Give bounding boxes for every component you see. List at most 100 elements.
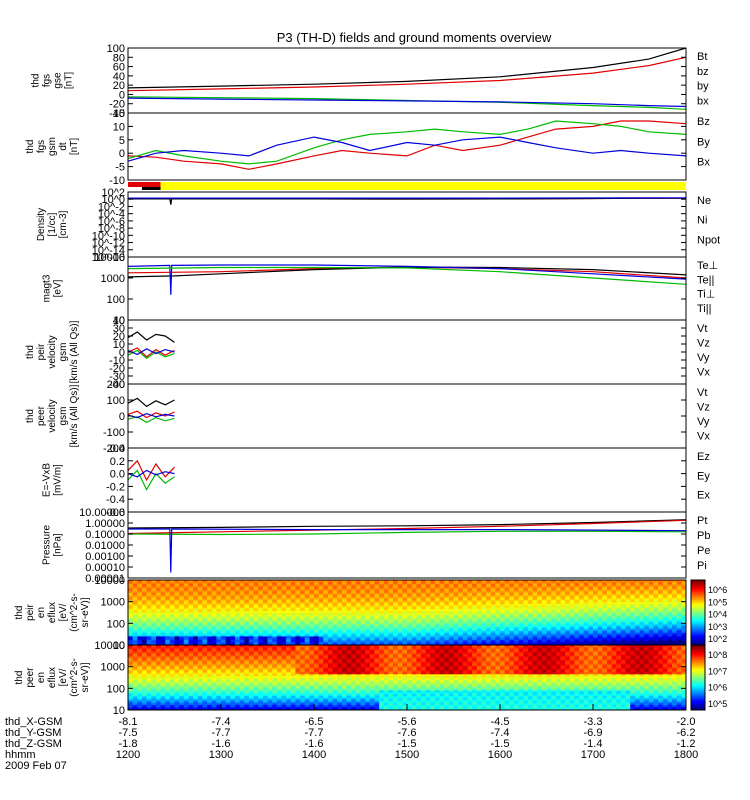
heatmap-cell [304, 581, 310, 585]
heatmap-cell [546, 630, 552, 633]
heatmap-cell [132, 598, 138, 601]
heatmap-cell [332, 581, 338, 585]
heatmap-cell [402, 612, 408, 615]
heatmap-cell [472, 598, 478, 601]
y-axis-label-line: [nPa] [53, 533, 64, 557]
heatmap-cell [597, 587, 603, 590]
y-axis-label-line: peir [36, 343, 47, 360]
heatmap-cell [202, 610, 208, 613]
heatmap-cell [644, 599, 650, 603]
heatmap-cell [448, 594, 454, 597]
heatmap-cell [681, 608, 687, 612]
heatmap-cell [146, 704, 152, 707]
heatmap-cell [625, 605, 631, 608]
heatmap-cell [193, 639, 199, 642]
heatmap-cell [462, 583, 468, 586]
heatmap-cell [555, 637, 561, 640]
heatmap-cell [216, 601, 222, 604]
heatmap-cell [425, 601, 431, 604]
heatmap-cell [174, 601, 180, 604]
heatmap-cell [444, 634, 450, 637]
heatmap-cell [672, 610, 678, 613]
heatmap-cell [169, 583, 175, 586]
heatmap-cell [239, 628, 245, 631]
heatmap-cell [290, 605, 296, 608]
heatmap-cell [183, 641, 189, 644]
heatmap-cell [146, 607, 152, 610]
heatmap-cell [267, 626, 273, 630]
heatmap-cell [402, 581, 408, 585]
heatmap-cell [169, 607, 175, 610]
heatmap-cell [304, 608, 310, 612]
heatmap-cell [309, 626, 315, 630]
heatmap-cell [272, 637, 278, 640]
heatmap-cell [332, 621, 338, 624]
heatmap-cell [207, 635, 213, 639]
heatmap-cell [360, 580, 366, 583]
heatmap-cell [658, 601, 664, 604]
heatmap-cell [383, 617, 389, 621]
heatmap-cell [620, 594, 626, 597]
heatmap-cell [383, 643, 389, 646]
heatmap-cell [420, 603, 426, 606]
heatmap-cell [560, 607, 566, 610]
heatmap-cell [532, 581, 538, 585]
heatmap-cell [351, 583, 357, 586]
heatmap-cell [486, 594, 492, 597]
heatmap-cell [625, 625, 631, 628]
heatmap-cell [453, 608, 459, 612]
heatmap-cell [379, 625, 385, 628]
heatmap-cell [262, 601, 268, 604]
heatmap-cell [202, 601, 208, 604]
heatmap-cell [183, 621, 189, 624]
heatmap-cell [462, 594, 468, 597]
heatmap-cell [513, 706, 519, 709]
heatmap-cell [634, 603, 640, 606]
heatmap-cell [467, 616, 473, 619]
heatmap-cell [262, 632, 268, 635]
heatmap-cell [658, 708, 664, 711]
heatmap-cell [597, 614, 603, 617]
heatmap-cell [332, 608, 338, 612]
heatmap-cell [411, 605, 417, 608]
heatmap-cell [183, 708, 189, 711]
heatmap-cell [397, 623, 403, 626]
heatmap-cell [169, 599, 175, 603]
heatmap-cell [132, 587, 138, 590]
heatmap-cell [393, 599, 399, 603]
heatmap-cell [411, 617, 417, 621]
heatmap-cell [448, 616, 454, 619]
heatmap-cell [518, 610, 524, 613]
heatmap-cell [444, 616, 450, 619]
heatmap-cell [653, 623, 659, 626]
heatmap-cell [430, 706, 436, 709]
heatmap-cell [448, 643, 454, 646]
heatmap-cell [300, 581, 306, 585]
heatmap-cell [281, 628, 287, 631]
heatmap-cell [681, 623, 687, 626]
heatmap-cell [188, 596, 194, 599]
heatmap-cell [128, 590, 134, 594]
heatmap-cell [541, 590, 547, 594]
heatmap-cell [132, 583, 138, 586]
heatmap-cell [537, 616, 543, 619]
heatmap-cell [234, 605, 240, 608]
heatmap-cell [202, 641, 208, 644]
heatmap-cell [513, 581, 519, 585]
heatmap-cell [360, 610, 366, 613]
heatmap-cell [360, 592, 366, 595]
heatmap-cell [239, 614, 245, 617]
heatmap-cell [169, 592, 175, 595]
heatmap-cell [262, 589, 268, 592]
heatmap-cell [276, 589, 282, 592]
heatmap-cell [639, 628, 645, 631]
heatmap-cell [504, 619, 510, 622]
series-Ez-line [127, 459, 175, 482]
heatmap-cell [546, 603, 552, 606]
heatmap-cell [355, 621, 361, 624]
heatmap-cell [658, 628, 664, 631]
heatmap-cell [137, 641, 143, 644]
heatmap-cell [314, 587, 320, 590]
series-Bz-line [127, 120, 687, 170]
